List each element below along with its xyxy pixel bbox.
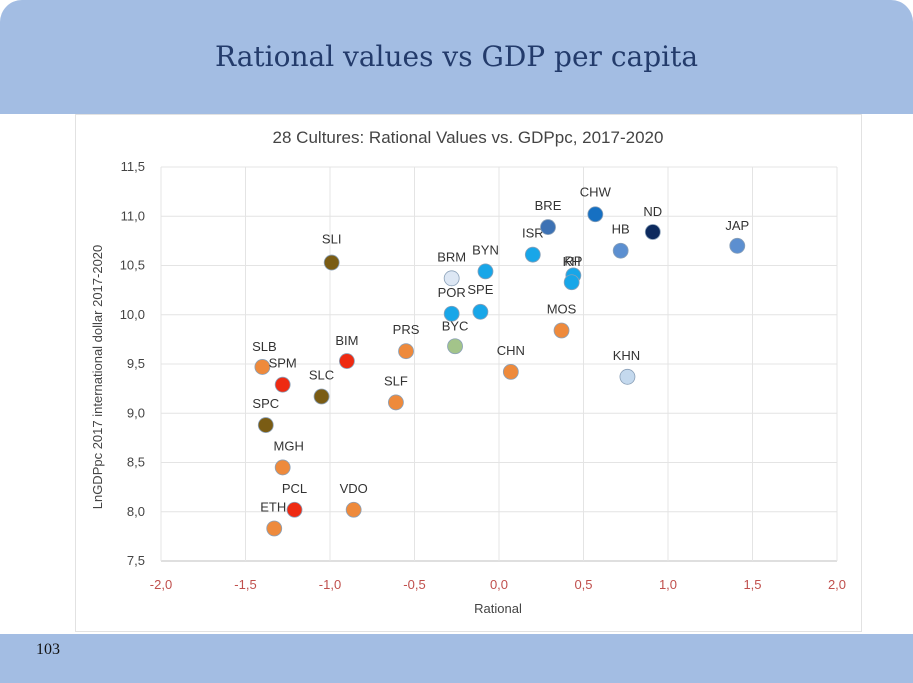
data-point (257, 417, 274, 433)
x-tick-label: 2,0 (828, 577, 846, 592)
data-label: PRS (393, 322, 420, 337)
data-label: SLF (384, 373, 408, 388)
data-point (443, 305, 460, 322)
data-label: ISR (522, 226, 544, 241)
data-point (323, 254, 340, 271)
data-point (644, 224, 661, 240)
data-point (540, 219, 556, 235)
x-axis-label: Rational (474, 601, 522, 616)
data-label: SPC (252, 396, 279, 411)
data-label: MOS (547, 302, 577, 317)
grid-lines (160, 166, 838, 562)
chart-frame: 28 Cultures: Rational Values vs. GDPpc, … (75, 114, 862, 632)
y-tick-label: 9,0 (127, 405, 145, 420)
data-point (619, 368, 636, 385)
data-point (313, 388, 330, 405)
data-label: CHN (497, 343, 525, 358)
data-point (443, 270, 460, 287)
y-tick-label: 11,5 (121, 159, 145, 174)
x-tick-label: -0,5 (403, 577, 425, 592)
data-label: BYC (442, 318, 469, 333)
x-tick-label: 1,5 (743, 577, 761, 592)
x-axis-ticks: -2,0 -1,5 -1,0 -0,5 0,0 0,5 1,0 1,5 2,0 (150, 577, 846, 592)
data-label: SPM (269, 356, 297, 371)
data-label: MGH (274, 438, 304, 453)
data-point (266, 520, 283, 537)
page-number: 103 (36, 641, 60, 658)
data-label: SLI (322, 232, 342, 247)
data-label: ND (643, 204, 662, 219)
x-tick-label: 0,0 (490, 577, 508, 592)
y-tick-label: 8,0 (127, 504, 145, 519)
data-point (274, 376, 291, 393)
y-tick-label: 9,5 (127, 356, 145, 371)
data-point (477, 263, 494, 280)
data-label: VDO (340, 481, 368, 496)
data-point (345, 501, 362, 518)
y-tick-label: 8,5 (127, 455, 145, 470)
data-points: SLI SLB SPM SLC SPC MGH PCL ETH VDO BIM PRS SLF BRM P… (252, 184, 749, 537)
data-point (447, 338, 463, 355)
data-label: BRE (535, 198, 562, 213)
data-point (274, 459, 291, 476)
x-tick-label: -1,0 (319, 577, 341, 592)
y-axis-label: LnGDPpc 2017 international dollar 2017-2… (90, 245, 105, 510)
x-tick-label: 1,0 (659, 577, 677, 592)
y-tick-label: 10,0 (120, 307, 145, 322)
data-point (729, 237, 746, 254)
footer-band (0, 634, 913, 683)
data-point (553, 322, 570, 339)
data-point (286, 501, 303, 518)
scatter-chart: 28 Cultures: Rational Values vs. GDPpc, … (90, 128, 846, 616)
data-point (524, 246, 541, 263)
y-axis-ticks: 7,5 8,0 8,5 9,0 9,5 10,0 10,5 11,0 11,5 (120, 159, 145, 568)
data-point (502, 363, 519, 380)
data-label: SLC (309, 368, 334, 383)
data-label: SLB (252, 339, 277, 354)
data-label: PCL (282, 481, 307, 496)
data-label: BRM (437, 249, 466, 264)
data-point (398, 343, 414, 360)
y-tick-label: 11,0 (121, 208, 145, 223)
data-label: JAP (725, 218, 749, 233)
slide-title: Rational values vs GDP per capita (214, 40, 699, 73)
data-point (388, 394, 404, 411)
data-point (563, 274, 580, 291)
data-label: BIM (335, 333, 358, 348)
header-band (0, 0, 913, 114)
data-point (254, 359, 271, 375)
data-label: CHW (580, 184, 612, 199)
data-label: KH (563, 254, 581, 269)
x-tick-label: -2,0 (150, 577, 172, 592)
data-point (587, 206, 604, 223)
y-tick-label: 7,5 (127, 553, 145, 568)
data-label: KHN (613, 348, 640, 363)
data-point (612, 242, 629, 259)
data-label: BYN (472, 242, 499, 257)
data-point (472, 303, 489, 320)
chart-title: 28 Cultures: Rational Values vs. GDPpc, … (273, 128, 664, 147)
y-tick-label: 10,5 (120, 258, 145, 273)
data-point (338, 353, 355, 369)
x-tick-label: -1,5 (234, 577, 256, 592)
data-label: POR (438, 285, 466, 300)
data-label: ETH (260, 499, 286, 514)
x-tick-label: 0,5 (574, 577, 592, 592)
data-label: HB (612, 222, 630, 237)
data-label: SPE (467, 282, 493, 297)
data-label: RP (564, 253, 582, 268)
